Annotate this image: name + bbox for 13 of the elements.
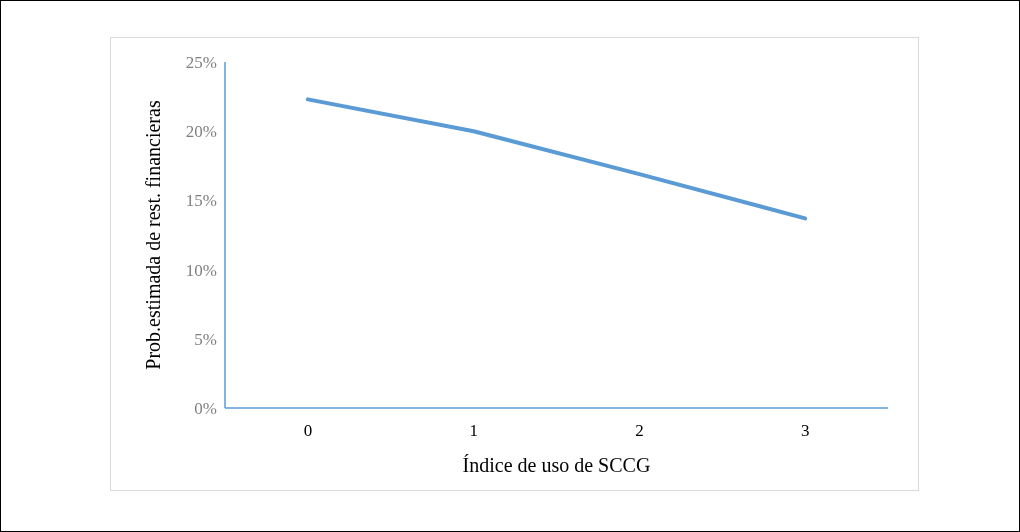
x-axis-title: Índice de uso de SCCG <box>462 454 651 476</box>
line-series <box>305 97 808 221</box>
x-tick-label: 3 <box>800 421 810 440</box>
y-axis-title: Prob.estimada de rest. financieras <box>142 100 164 370</box>
x-tick-label: 2 <box>635 421 644 440</box>
x-tick-label: 1 <box>469 421 478 440</box>
y-tick-label: 5% <box>194 329 217 349</box>
y-tick-label: 20% <box>185 122 217 142</box>
x-tick-label: 0 <box>303 421 313 440</box>
y-tick-label: 10% <box>185 260 217 280</box>
y-tick-label: 25% <box>185 52 217 72</box>
y-tick-label: 15% <box>185 191 217 211</box>
y-tick-label: 0% <box>194 398 217 418</box>
